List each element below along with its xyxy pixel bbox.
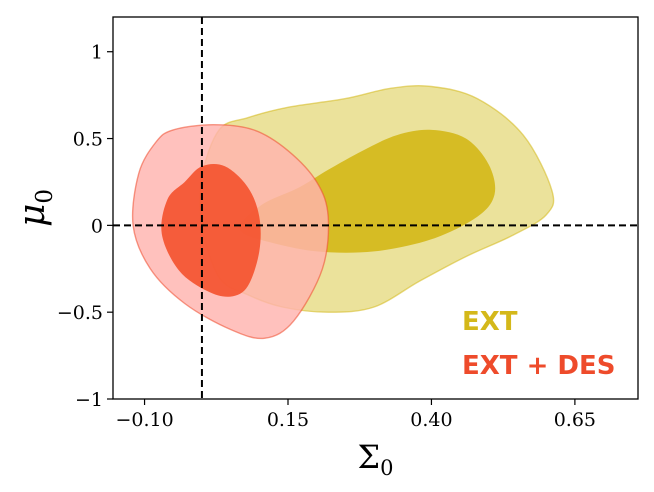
x-tick-label: −0.10: [115, 409, 173, 431]
x-tick-label: 0.65: [554, 409, 596, 431]
y-tick-label: 1: [91, 42, 103, 64]
confidence-regions: [131, 85, 555, 340]
reference-lines: [113, 17, 638, 399]
y-axis-title: μ0: [12, 189, 58, 227]
legend-label-ext: EXT: [462, 307, 518, 337]
x-axis-title: Σ0: [358, 438, 394, 480]
y-tick-label: −1: [75, 389, 103, 411]
axis-ticks: −0.10 0.15 0.40 0.65 −1 −0.5 0 0.5 1: [57, 42, 596, 431]
legend-label-ext-des: EXT + DES: [462, 351, 616, 381]
y-tick-label: 0: [91, 215, 103, 237]
plot-frame: [112, 16, 639, 400]
x-tick-label: 0.40: [410, 409, 452, 431]
y-tick-label: −0.5: [57, 302, 103, 324]
x-tick-label: 0.15: [267, 409, 309, 431]
series-ext-des: [131, 123, 330, 340]
y-tick-label: 0.5: [73, 129, 103, 151]
legend: EXT EXT + DES: [462, 307, 616, 381]
ext-des-68-percent-region: [161, 164, 261, 297]
